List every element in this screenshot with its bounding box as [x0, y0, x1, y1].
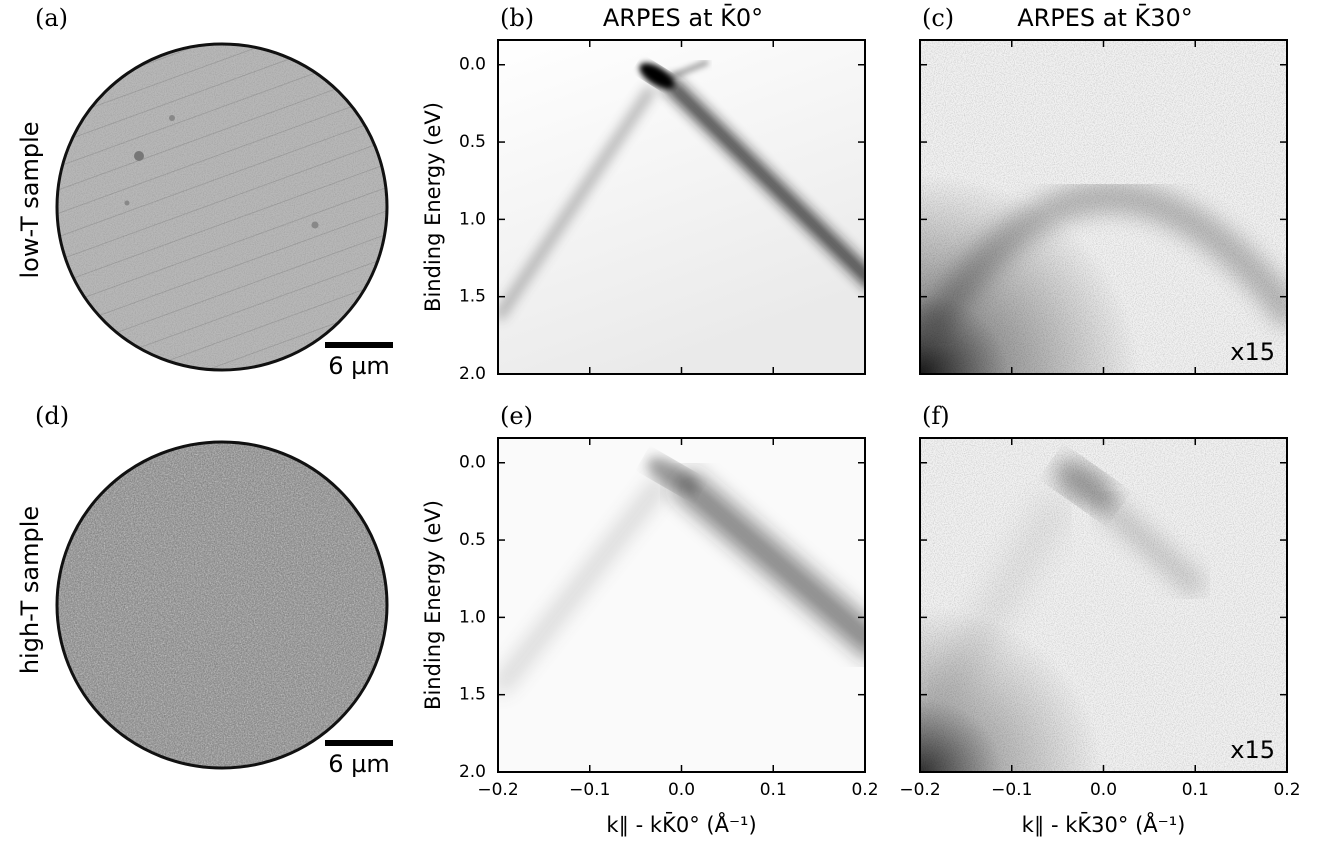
- x-tick-label: −0.2: [899, 780, 940, 800]
- arpes-c: [920, 40, 1287, 374]
- annotation: x15: [1230, 736, 1275, 764]
- panel-label: (c): [922, 4, 954, 32]
- x-tick-label: 0.0: [1090, 780, 1117, 800]
- y-tick-label: 2.0: [459, 762, 486, 782]
- y-axis-label: Binding Energy (eV): [421, 102, 445, 312]
- y-tick-label: 0.5: [459, 132, 486, 152]
- panel-label: (a): [35, 4, 68, 32]
- annotation: x15: [1230, 338, 1275, 366]
- scale-bar-label: 6 µm: [328, 750, 390, 778]
- arpes-e: [498, 438, 865, 773]
- row-label: low-T sample: [16, 122, 44, 279]
- panel-title: ARPES at K̄30°: [1017, 3, 1193, 32]
- panel-label: (f): [922, 402, 950, 430]
- x-tick-label: 0.1: [1182, 780, 1209, 800]
- scale-bar-label: 6 µm: [328, 352, 390, 380]
- panel-label: (e): [500, 402, 533, 430]
- panel-label: (d): [35, 402, 69, 430]
- row-label: high-T sample: [16, 506, 44, 674]
- y-tick-label: 0.0: [459, 453, 486, 473]
- x-axis-label: k∥ - kK̄30° (Å⁻¹): [1022, 811, 1186, 837]
- x-tick-label: 0.1: [760, 780, 787, 800]
- x-axis-label: k∥ - kK̄0° (Å⁻¹): [606, 811, 756, 837]
- arpes-b: [498, 40, 865, 374]
- x-tick-label: 0.2: [1273, 780, 1300, 800]
- y-tick-label: 0.5: [459, 530, 486, 550]
- x-tick-label: −0.2: [477, 780, 518, 800]
- image-d: [55, 440, 393, 770]
- panel-title: ARPES at K̄0°: [603, 3, 763, 32]
- panel-label: (b): [500, 4, 534, 32]
- y-tick-label: 1.0: [459, 607, 486, 627]
- arpes-f: [920, 438, 1287, 773]
- x-tick-label: −0.1: [569, 780, 610, 800]
- y-tick-label: 1.5: [459, 287, 486, 307]
- x-tick-label: −0.1: [991, 780, 1032, 800]
- y-tick-label: 0.0: [459, 55, 486, 75]
- y-tick-label: 2.0: [459, 364, 486, 384]
- x-tick-label: 0.2: [851, 780, 878, 800]
- y-tick-label: 1.5: [459, 685, 486, 705]
- x-tick-label: 0.0: [668, 780, 695, 800]
- y-tick-label: 1.0: [459, 209, 486, 229]
- image-a: [55, 42, 393, 372]
- y-axis-label: Binding Energy (eV): [421, 500, 445, 710]
